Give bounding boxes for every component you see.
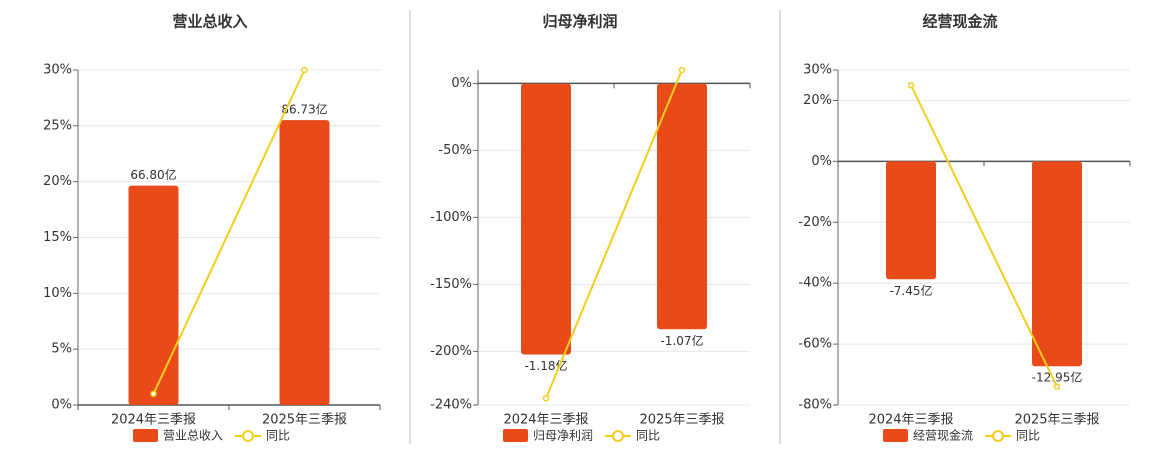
line-point [678,66,686,74]
x-tick-label: 2025年三季报 [639,413,724,428]
y-tick-label: -60% [798,337,832,352]
line [152,69,306,395]
y-tick-label: 15% [43,230,72,245]
bar [886,161,936,280]
y-tick-label: 20% [43,174,72,189]
x-tick-label: 2024年三季报 [503,413,588,428]
legend-swatch [133,429,158,442]
line-point [542,395,550,402]
legend-swatch [242,430,254,442]
value-label: -7.45亿 [889,283,932,298]
chart-title: 营业总收入 [172,13,247,31]
y-tick-label: 10% [43,286,72,301]
value-label: -1.07亿 [660,333,703,348]
y-tick-label: -100% [430,210,472,225]
chart-title: 归母净利润 [542,13,617,31]
value-label: 66.80亿 [130,167,176,182]
line-point [150,390,157,398]
y-tick-label: -240% [430,398,472,413]
bar [521,83,571,355]
chart-title: 经营现金流 [922,13,997,31]
bar [657,83,707,330]
y-tick-label: 0% [51,398,72,413]
y-tick-label: 0% [451,76,472,91]
bar [1032,161,1082,367]
value-label: -1.18亿 [524,358,567,373]
legend-label: 同比 [266,429,290,443]
x-tick-label: 2024年三季报 [868,413,953,428]
legend-label: 营业总收入 [163,429,223,443]
y-tick-label: 5% [51,342,72,357]
x-tick-label: 2024年三季报 [111,413,196,428]
legend-swatch [992,430,1004,442]
y-tick-label: -150% [430,277,472,292]
legend-label: 同比 [1016,429,1040,443]
line-point [907,81,915,89]
y-tick-label: 30% [43,63,72,78]
y-tick-label: 30% [803,63,832,78]
y-tick-label: 20% [803,93,832,108]
y-tick-label: -50% [438,143,472,158]
x-tick-label: 2025年三季报 [262,413,347,428]
bar [128,185,179,405]
legend-swatch [612,430,624,442]
y-tick-label: -80% [798,398,832,413]
y-tick-label: 0% [811,154,832,169]
value-label: 86.73亿 [281,102,327,117]
legend-label: 经营现金流 [913,428,973,443]
y-tick-label: -20% [798,215,832,230]
y-tick-label: 25% [43,118,72,133]
legend-label: 同比 [636,429,660,443]
line [910,84,1058,388]
line-point [301,66,308,74]
y-tick-label: -40% [798,276,832,291]
x-tick-label: 2025年三季报 [1014,413,1099,428]
legend-swatch [883,429,908,442]
bar [279,120,330,405]
y-tick-label: -200% [430,344,472,359]
value-label: -12.95亿 [1032,370,1083,385]
line-point [1053,383,1061,390]
line [545,69,683,399]
legend-swatch [503,429,528,442]
legend-label: 归母净利润 [533,429,593,443]
